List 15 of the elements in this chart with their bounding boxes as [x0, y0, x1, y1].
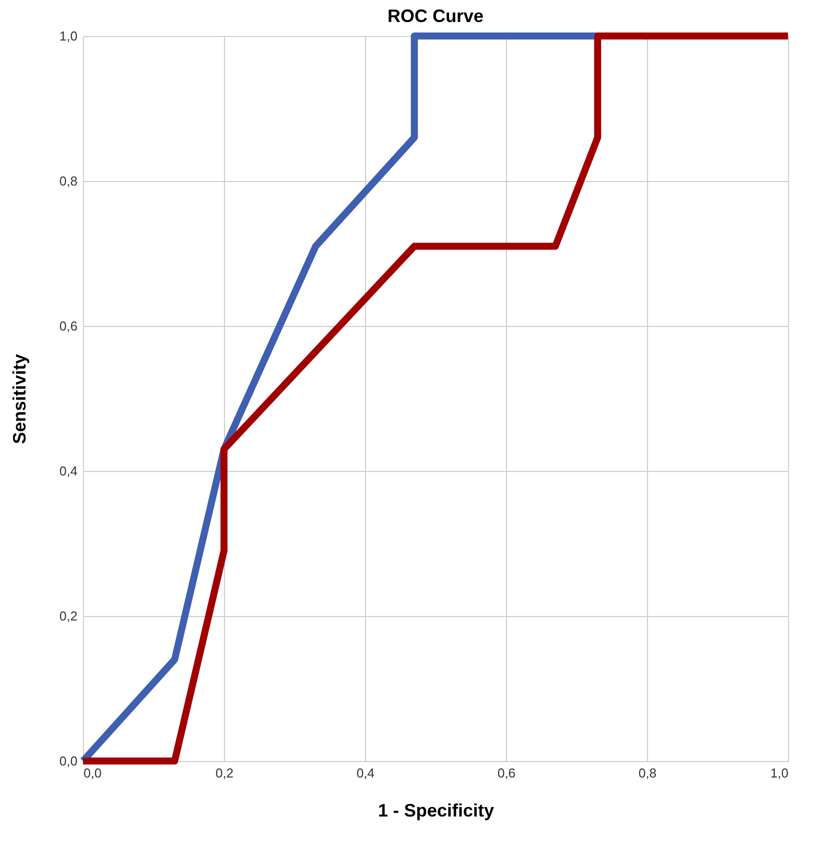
y-tick-label: 0,8: [59, 174, 78, 188]
x-tick-label: 1,0: [770, 766, 788, 780]
y-tick-label: 0,2: [59, 608, 78, 624]
y-tick-label: 1,0: [59, 28, 78, 44]
y-tick-label: 0,0: [59, 754, 78, 768]
x-tick-label: 0,8: [638, 766, 657, 780]
y-axis-title: Sensitivity: [9, 354, 30, 444]
x-tick-label: 0,2: [215, 766, 234, 780]
x-tick-label: 0,0: [84, 766, 102, 780]
y-tick-label: 0,6: [59, 318, 78, 334]
chart-title: ROC Curve: [387, 6, 484, 26]
y-tick-label: 0,4: [59, 464, 78, 478]
x-tick-label: 0,4: [356, 766, 375, 780]
x-tick-label: 0,6: [497, 766, 516, 780]
x-axis-title: 1 - Specificity: [378, 800, 494, 820]
